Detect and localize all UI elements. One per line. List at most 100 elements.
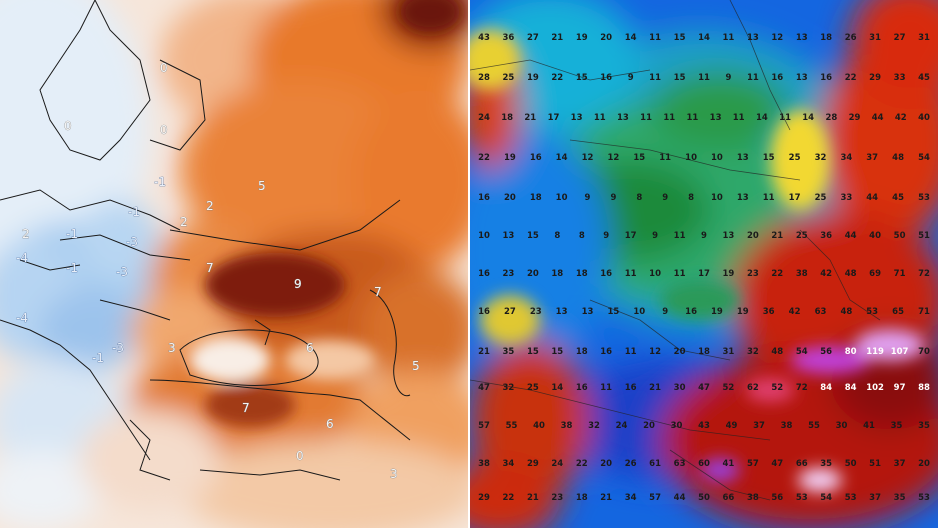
precipitation-value: 48 <box>892 153 904 163</box>
precipitation-value: 51 <box>869 459 881 469</box>
borders <box>470 0 881 501</box>
precipitation-value: 32 <box>815 153 827 163</box>
precipitation-value: 19 <box>527 73 539 83</box>
precipitation-value: 8 <box>554 231 560 241</box>
precipitation-value: 11 <box>747 73 759 83</box>
precipitation-value: 54 <box>796 347 808 357</box>
precipitation-value: 15 <box>674 33 686 43</box>
precipitation-value: 29 <box>849 113 861 123</box>
precipitation-value: 14 <box>556 153 568 163</box>
precipitation-value: 27 <box>504 307 516 317</box>
precipitation-value: 15 <box>763 153 775 163</box>
precipitation-value: 32 <box>747 347 759 357</box>
precipitation-value: 32 <box>588 421 600 431</box>
precipitation-value: 26 <box>845 33 857 43</box>
precipitation-value: 34 <box>502 459 514 469</box>
precipitation-value: 84 <box>845 383 857 393</box>
precipitation-value: 36 <box>502 33 514 43</box>
precipitation-value: 17 <box>625 231 637 241</box>
precipitation-value: 53 <box>918 193 930 203</box>
precipitation-value: 19 <box>504 153 516 163</box>
precipitation-value: 16 <box>478 307 490 317</box>
precipitation-value: 53 <box>918 493 930 503</box>
precipitation-value: 21 <box>771 231 783 241</box>
anomaly-label: -1 <box>154 175 166 189</box>
precipitation-value: 55 <box>506 421 518 431</box>
precipitation-value: 13 <box>571 113 583 123</box>
precipitation-value: 47 <box>478 383 490 393</box>
precipitation-value: 10 <box>478 231 490 241</box>
anomaly-label: 2 <box>22 227 30 241</box>
anomaly-label: -3 <box>112 341 124 355</box>
precipitation-value: 33 <box>894 73 906 83</box>
precipitation-value: 38 <box>561 421 573 431</box>
precipitation-value: 37 <box>894 459 906 469</box>
anomaly-label: 6 <box>306 341 314 355</box>
precipitation-value: 62 <box>747 383 759 393</box>
anomaly-label: -3 <box>116 265 128 279</box>
precipitation-value: 9 <box>725 73 731 83</box>
precipitation-value: 97 <box>894 383 906 393</box>
anomaly-label: 5 <box>412 359 420 373</box>
precipitation-value: 22 <box>551 73 563 83</box>
anomaly-label: 3 <box>390 467 398 481</box>
precipitation-value: 12 <box>649 347 661 357</box>
precipitation-value: 16 <box>530 153 542 163</box>
precipitation-value: 29 <box>527 459 539 469</box>
precipitation-value: 53 <box>866 307 878 317</box>
precipitation-value: 18 <box>576 269 588 279</box>
precipitation-value: 18 <box>698 347 710 357</box>
precipitation-value: 27 <box>894 33 906 43</box>
anomaly-label: 0 <box>160 123 168 137</box>
precipitation-value: 107 <box>891 347 909 357</box>
precipitation-value: 29 <box>869 73 881 83</box>
precipitation-value: 11 <box>594 113 606 123</box>
precipitation-value: 37 <box>753 421 765 431</box>
precipitation-value: 20 <box>674 347 686 357</box>
precipitation-value: 49 <box>726 421 738 431</box>
precipitation-value: 23 <box>502 269 514 279</box>
precipitation-value: 30 <box>674 383 686 393</box>
precipitation-value: 11 <box>663 113 675 123</box>
anomaly-label: 3 <box>168 341 176 355</box>
precipitation-value: 40 <box>533 421 545 431</box>
precipitation-value: 43 <box>698 421 710 431</box>
precipitation-value: 41 <box>722 459 734 469</box>
precipitation-value: 20 <box>918 459 930 469</box>
precipitation-value: 20 <box>747 231 759 241</box>
precipitation-value: 22 <box>576 459 588 469</box>
precipitation-value: 10 <box>556 193 568 203</box>
precipitation-value: 36 <box>763 307 775 317</box>
anomaly-label: 7 <box>374 285 382 299</box>
precipitation-value: 14 <box>698 33 710 43</box>
precipitation-value: 13 <box>737 193 749 203</box>
precipitation-value: 25 <box>789 153 801 163</box>
precipitation-value: 10 <box>633 307 645 317</box>
anomaly-label: 0 <box>296 449 304 463</box>
precipitation-value: 30 <box>836 421 848 431</box>
precipitation-value: 9 <box>628 73 634 83</box>
precipitation-value: 34 <box>625 493 637 503</box>
precipitation-value: 21 <box>478 347 490 357</box>
precipitation-value: 17 <box>789 193 801 203</box>
precipitation-value: 44 <box>674 493 686 503</box>
precipitation-value: 28 <box>478 73 490 83</box>
anomaly-label: -1 <box>128 205 140 219</box>
precipitation-value: 12 <box>607 153 619 163</box>
precipitation-value: 16 <box>600 73 612 83</box>
precipitation-value: 24 <box>616 421 628 431</box>
precipitation-value: 12 <box>582 153 594 163</box>
precipitation-value: 18 <box>820 33 832 43</box>
precipitation-value: 8 <box>579 231 585 241</box>
precipitation-value: 40 <box>869 231 881 241</box>
precipitation-value: 37 <box>869 493 881 503</box>
precipitation-value: 18 <box>576 493 588 503</box>
precipitation-value: 47 <box>771 459 783 469</box>
precipitation-value: 61 <box>649 459 661 469</box>
anomaly-label: -3 <box>126 235 138 249</box>
precipitation-value: 42 <box>895 113 907 123</box>
precipitation-value: 16 <box>478 269 490 279</box>
precipitation-value: 21 <box>527 493 539 503</box>
precipitation-value: 27 <box>527 33 539 43</box>
precipitation-value: 72 <box>796 383 808 393</box>
